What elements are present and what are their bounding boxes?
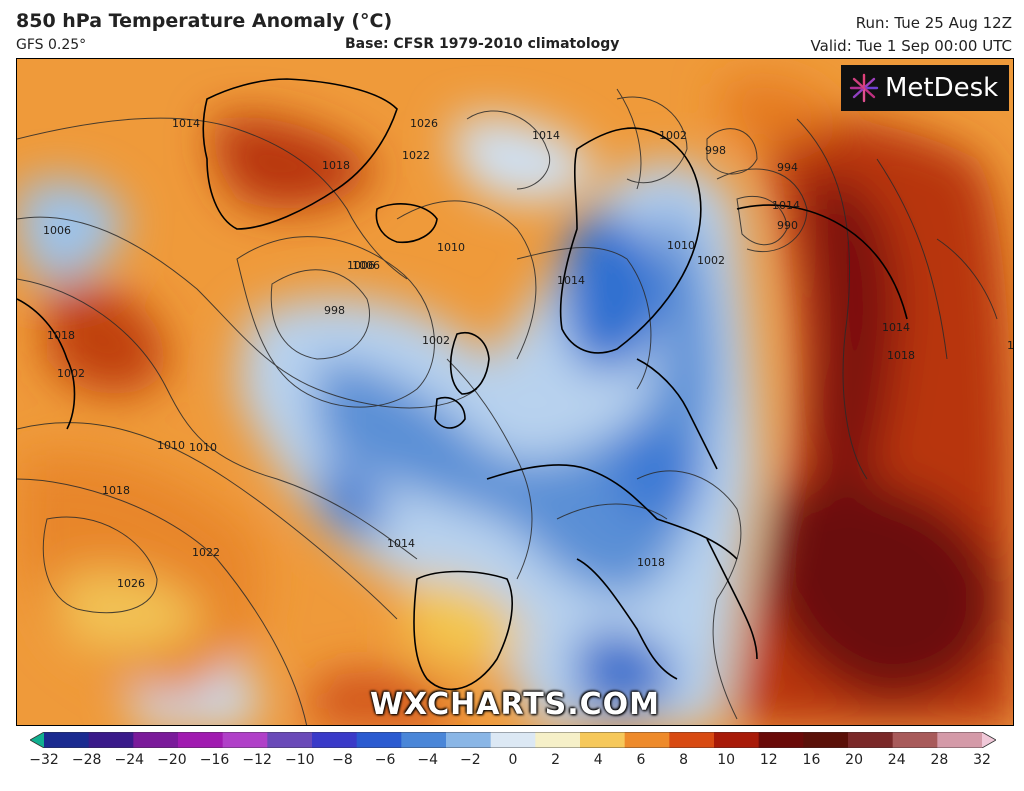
isobar-label: 1006 <box>43 224 71 237</box>
colorbar-segment <box>446 732 492 748</box>
isobar-label: 1006 <box>347 259 375 272</box>
colorbar-tick-label: −6 <box>374 752 396 768</box>
isobar-label: 990 <box>777 219 798 232</box>
isobar-label: 1010 <box>667 239 695 252</box>
colorbar-tick-label: 0 <box>508 752 518 768</box>
metdesk-burst-icon <box>849 73 879 103</box>
isobar-label: 1002 <box>422 334 450 347</box>
colorbar-tick-label: 12 <box>759 752 778 768</box>
colorbar-tick-label: −32 <box>29 752 59 768</box>
map-panel: 1014 1018 1026 1022 1006 1006 1018 1014 1010 1006… <box>16 58 1014 726</box>
colorbar-segment <box>356 732 402 748</box>
colorbar-tick-label: 32 <box>973 752 991 768</box>
coastlines <box>17 78 908 691</box>
isobar-label: 1018 <box>47 329 75 342</box>
isobar-label: 1010 <box>189 441 217 454</box>
colorbar-segment <box>44 732 90 748</box>
isobar-lines <box>17 88 998 725</box>
colorbar-tick-label: −20 <box>157 752 187 768</box>
colorbar-tick-label: −16 <box>199 752 230 768</box>
isobar-label: 1014 <box>532 129 560 142</box>
colorbar-tick-label: −12 <box>242 752 272 768</box>
isobar-label: 1010 <box>157 439 185 452</box>
colorbar-low-tip <box>30 732 44 748</box>
isobar-label: 998 <box>705 144 726 157</box>
colorbar-segment <box>714 732 760 748</box>
colorbar-tick-label: 8 <box>679 752 688 768</box>
metdesk-logo: MetDesk <box>841 65 1009 111</box>
isobar-label: 1002 <box>697 254 725 267</box>
colorbar-tick-label: −4 <box>417 752 439 768</box>
isobar-label: 1014 <box>557 274 585 287</box>
isobar-label: 1010 <box>437 241 465 254</box>
colorbar-segment <box>892 732 938 748</box>
colorbar-segment <box>133 732 179 748</box>
colorbar-segment <box>222 732 268 748</box>
isobar-label: 1014 <box>772 199 800 212</box>
isobar-label: 998 <box>324 304 345 317</box>
colorbar-high-tip <box>982 732 996 748</box>
colorbar-tick-label: −8 <box>332 752 353 768</box>
colorbar-segment <box>312 732 358 748</box>
colorbar-segment <box>803 732 849 748</box>
isobar-label: 1018 <box>637 556 665 569</box>
colorbar-tick-label: 6 <box>636 752 646 768</box>
colorbar-tick-label: −2 <box>460 752 481 768</box>
colorbar-segment <box>624 732 670 748</box>
isobar-label: 1014 <box>387 537 415 550</box>
isobar-label: 1018 <box>887 349 915 362</box>
colorbar-segment <box>758 732 804 748</box>
colorbar-segment <box>669 732 715 748</box>
colorbar-segment <box>937 732 983 748</box>
colorbar-segment <box>88 732 134 748</box>
anomaly-field <box>17 79 1013 725</box>
colorbar-segment <box>401 732 447 748</box>
metdesk-logo-text: MetDesk <box>885 73 999 103</box>
isobar-label: 1018 <box>1007 339 1014 352</box>
run-time-label: Run: Tue 25 Aug 12Z <box>855 14 1012 32</box>
colorbar-tick-label: 20 <box>845 752 863 768</box>
colorbar-tick-label: 2 <box>551 752 561 768</box>
isobar-label: 1022 <box>192 546 220 559</box>
colorbar-segment <box>848 732 894 748</box>
isobar-label: 994 <box>777 161 798 174</box>
isobar-label: 1022 <box>402 149 430 162</box>
colorbar-tick-label: 16 <box>802 752 821 768</box>
colorbar-segment <box>267 732 313 748</box>
isobar-label: 1026 <box>117 577 145 590</box>
isobar-label: 1026 <box>410 117 438 130</box>
isobar-label: 1014 <box>882 321 910 334</box>
colorbar-segment <box>490 732 536 748</box>
isobar-label: 1014 <box>172 117 200 130</box>
colorbar-segment <box>535 732 581 748</box>
colorbar-tick-label: 4 <box>593 752 603 768</box>
isobar-label: 1002 <box>659 129 687 142</box>
colorbar-tick-label: 28 <box>930 752 949 768</box>
chart-title: 850 hPa Temperature Anomaly (°C) <box>16 10 393 32</box>
isobar-label: 1018 <box>322 159 350 172</box>
colorbar-ticks: −32 −28 −24 −20 −16 −12 −10 −8 −6 −4 −2 0 2 4 6 8 10 12 16… <box>0 752 1024 776</box>
colorbar-tick-label: −24 <box>114 752 145 768</box>
colorbar <box>30 732 996 748</box>
isobar-label: 1006 <box>352 259 380 272</box>
colorbar-segment <box>178 732 224 748</box>
colorbar-segment <box>580 732 626 748</box>
base-climatology-label: Base: CFSR 1979-2010 climatology <box>345 36 620 52</box>
wxcharts-watermark: WXCHARTS.COM <box>369 687 661 722</box>
colorbar-tick-label: 10 <box>717 752 736 768</box>
colorbar-tick-label: −10 <box>285 752 315 768</box>
isobar-label: 1002 <box>57 367 85 380</box>
colorbar-tick-label: −28 <box>71 752 102 768</box>
anomaly-map: 1014101810261022100610061018101410101006… <box>17 59 1014 725</box>
isobar-label: 1018 <box>102 484 130 497</box>
model-label: GFS 0.25° <box>16 37 87 53</box>
valid-time-label: Valid: Tue 1 Sep 00:00 UTC <box>810 37 1012 55</box>
colorbar-tick-label: 24 <box>887 752 906 768</box>
